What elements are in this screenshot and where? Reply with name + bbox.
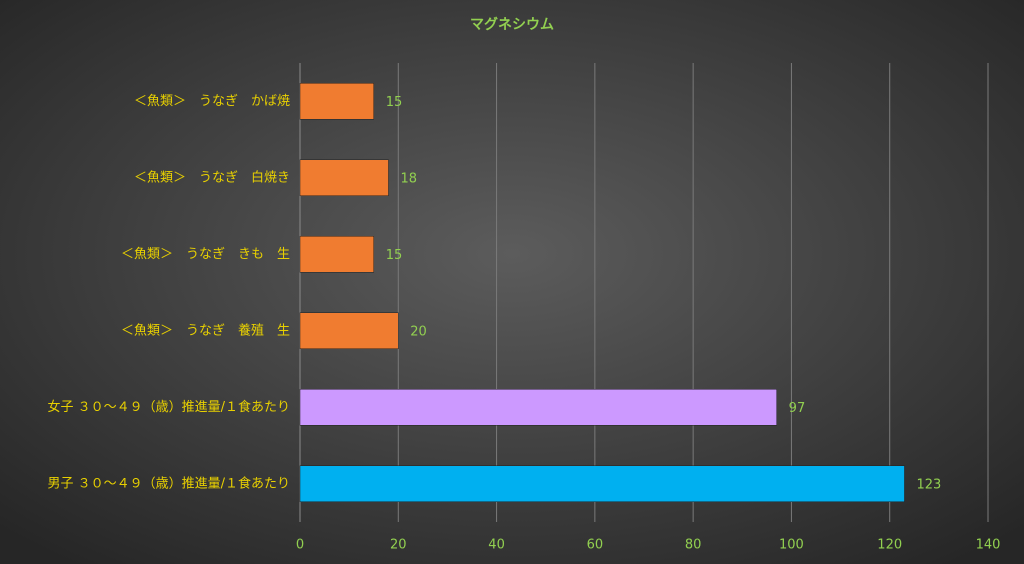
x-tick-label: 80 [685, 538, 702, 553]
x-tick-label: 0 [296, 538, 304, 553]
value-label: 97 [789, 401, 806, 416]
y-tick-label: ＜魚類＞ うなぎ 養殖 生 [121, 322, 290, 338]
bar [299, 389, 777, 426]
bar [299, 159, 389, 196]
x-tick-label: 20 [390, 538, 407, 553]
x-tick-label: 60 [587, 538, 604, 553]
x-tick-label: 120 [877, 538, 902, 553]
bar [299, 312, 399, 349]
chart-title: マグネシウム [470, 16, 554, 33]
y-tick-label: 女子 ３０～４９（歳）推進量/１食あたり [47, 399, 290, 415]
value-label: 15 [386, 248, 403, 263]
y-tick-label: ＜魚類＞ うなぎ かば焼 [134, 94, 290, 109]
value-label: 18 [400, 171, 417, 186]
bar [299, 83, 374, 120]
y-tick-label: 男子 ３０～４９（歳）推進量/１食あたり [47, 475, 290, 491]
value-label: 15 [386, 95, 403, 110]
x-tick-label: 100 [779, 538, 804, 553]
x-tick-label: 40 [488, 538, 505, 553]
bar [299, 465, 905, 502]
x-tick-label: 140 [976, 538, 1001, 553]
y-tick-label: ＜魚類＞ うなぎ きも 生 [121, 247, 290, 262]
value-label: 123 [916, 477, 941, 492]
y-tick-label: ＜魚類＞ うなぎ 白焼き [134, 169, 290, 185]
bar [299, 236, 374, 273]
value-label: 20 [410, 324, 427, 339]
